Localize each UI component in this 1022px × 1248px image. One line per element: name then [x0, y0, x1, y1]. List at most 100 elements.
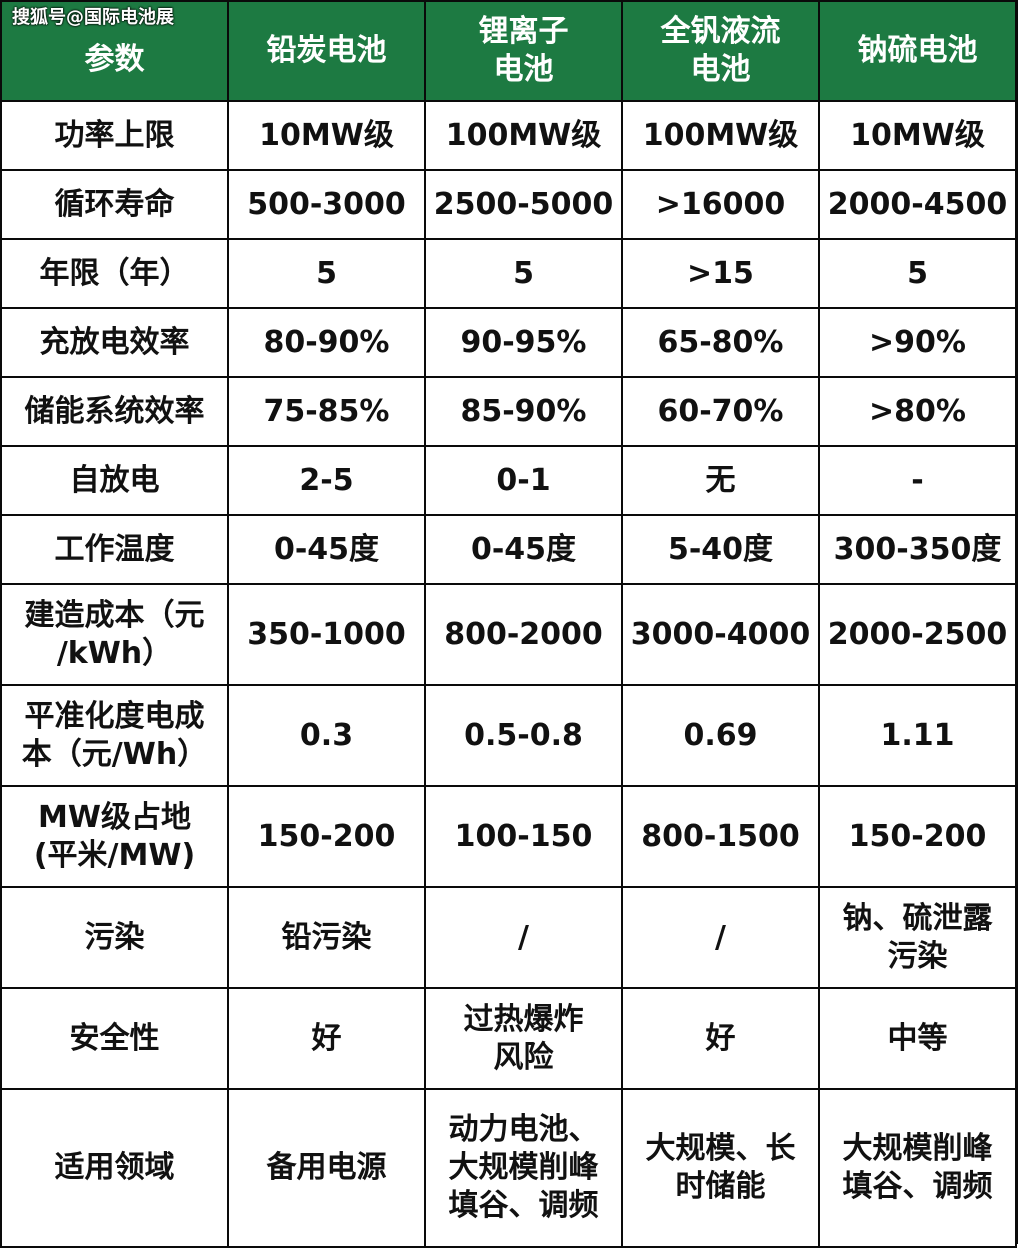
table-cell: 65-80% — [621, 307, 820, 378]
cell-line: 100-150 — [454, 818, 593, 854]
row-label: 建造成本（元/kWh） — [0, 583, 229, 686]
cell-line: 0.3 — [299, 717, 354, 753]
cell-line: 建造成本（元 — [24, 597, 205, 633]
cell-line: 500-3000 — [247, 186, 406, 222]
table-cell: 100MW级 — [424, 100, 623, 171]
table-row: 循环寿命 500-3000 2500-5000 >16000 2000-4500 — [0, 169, 1017, 240]
table-cell: / — [424, 886, 623, 989]
table-cell: 无 — [621, 445, 820, 516]
cell-line: 本（元/Wh） — [21, 736, 208, 772]
cell-line: 污染 — [84, 919, 145, 955]
table-cell: 3000-4000 — [621, 583, 820, 686]
cell-line: 80-90% — [263, 324, 390, 360]
header-col: 全钒液流 电池 — [621, 0, 820, 102]
table-cell: 5 — [227, 238, 426, 309]
table-cell: 150-200 — [818, 785, 1017, 888]
cell-line: 100MW级 — [642, 117, 799, 153]
table-row: 充放电效率 80-90% 90-95% 65-80% >90% — [0, 307, 1017, 378]
cell-line: 钠、硫泄露 — [842, 900, 993, 936]
cell-line: 过热爆炸 — [463, 1001, 584, 1037]
cell-line: 年限（年） — [39, 255, 190, 291]
cell-line: 填谷、调频 — [448, 1188, 599, 1223]
header-param-label: 参数 — [84, 42, 145, 77]
row-label: 储能系统效率 — [0, 376, 229, 447]
cell-line: 动力电池、 — [448, 1112, 599, 1147]
row-label: MW级占地 (平米/MW) — [0, 785, 229, 888]
cell-line: 好 — [311, 1020, 342, 1056]
table-cell: 大规模削峰 填谷、调频 — [818, 1088, 1017, 1248]
table-cell: 备用电源 — [227, 1088, 426, 1248]
cell-line: 800-2000 — [444, 616, 603, 652]
cell-line: 10MW级 — [850, 117, 985, 153]
cell-line: MW级占地 — [38, 799, 191, 835]
cell-line: 1.11 — [880, 717, 955, 753]
cell-line: >15 — [687, 255, 754, 291]
cell-line: 65-80% — [657, 324, 784, 360]
cell-line: 好 — [705, 1020, 736, 1056]
table-cell: - — [818, 445, 1017, 516]
header-row: 参数 铅炭电池 锂离子 电池 全钒液流 电池 钠硫电池 — [0, 0, 1017, 102]
row-label: 年限（年） — [0, 238, 229, 309]
cell-line: 5 — [513, 255, 534, 291]
header-col: 铅炭电池 — [227, 0, 426, 102]
table-cell: 100MW级 — [621, 100, 820, 171]
cell-line: >90% — [869, 324, 966, 360]
table-cell: 150-200 — [227, 785, 426, 888]
table-cell: 钠、硫泄露 污染 — [818, 886, 1017, 989]
header-col: 锂离子 电池 — [424, 0, 623, 102]
header-col: 钠硫电池 — [818, 0, 1017, 102]
cell-line: 5 — [316, 255, 337, 291]
row-label: 充放电效率 — [0, 307, 229, 378]
cell-line: 90-95% — [460, 324, 587, 360]
cell-line: 中等 — [887, 1020, 948, 1056]
cell-line: 2000-4500 — [827, 186, 1008, 222]
table-cell: 5 — [818, 238, 1017, 309]
row-label: 平准化度电成 本（元/Wh） — [0, 684, 229, 787]
table-cell: 5 — [424, 238, 623, 309]
cell-line: - — [911, 462, 924, 498]
cell-line: 0-45度 — [470, 531, 577, 567]
cell-line: 充放电效率 — [39, 324, 190, 360]
table-row: 功率上限 10MW级 100MW级 100MW级 10MW级 — [0, 100, 1017, 171]
cell-line: 10MW级 — [259, 117, 394, 153]
cell-line: 时储能 — [675, 1169, 766, 1204]
row-label: 功率上限 — [0, 100, 229, 171]
table-cell: 10MW级 — [818, 100, 1017, 171]
row-label: 污染 — [0, 886, 229, 989]
table-cell: 中等 — [818, 987, 1017, 1090]
table-cell: 75-85% — [227, 376, 426, 447]
table-cell: 80-90% — [227, 307, 426, 378]
table-cell: 好 — [227, 987, 426, 1090]
cell-line: 大规模削峰 — [448, 1150, 599, 1185]
table-cell: 过热爆炸 风险 — [424, 987, 623, 1090]
cell-line: 800-1500 — [641, 818, 800, 854]
table-cell: / — [621, 886, 820, 989]
cell-line: /kWh） — [56, 635, 173, 671]
table-cell: 0.3 — [227, 684, 426, 787]
table-cell: 好 — [621, 987, 820, 1090]
table-cell: >16000 — [621, 169, 820, 240]
table-cell: 10MW级 — [227, 100, 426, 171]
table-cell: 85-90% — [424, 376, 623, 447]
cell-line: 铅污染 — [281, 919, 372, 955]
table-cell: 大规模、长 时储能 — [621, 1088, 820, 1248]
header-line: 锂离子 — [478, 14, 569, 49]
table-cell: 800-2000 — [424, 583, 623, 686]
cell-line: 大规模、长 — [645, 1131, 796, 1166]
cell-line: 安全性 — [69, 1020, 160, 1056]
header-line: 铅炭电池 — [266, 33, 387, 68]
table-row: 适用领域 备用电源 动力电池、 大规模削峰 填谷、调频 大规模、长 时储能 大规模削峰 填谷、调… — [0, 1088, 1017, 1248]
cell-line: 2-5 — [299, 462, 354, 498]
table-cell: >90% — [818, 307, 1017, 378]
cell-line: 0.69 — [683, 717, 758, 753]
table-cell: 0.69 — [621, 684, 820, 787]
cell-line: 大规模削峰 — [842, 1131, 993, 1166]
cell-line: 平准化度电成 — [24, 698, 205, 734]
table-cell: 1.11 — [818, 684, 1017, 787]
table-cell: 2000-4500 — [818, 169, 1017, 240]
table-row: 工作温度 0-45度 0-45度 5-40度 300-350度 — [0, 514, 1017, 585]
table-cell: 5-40度 — [621, 514, 820, 585]
table-cell: >15 — [621, 238, 820, 309]
cell-line: 3000-4000 — [630, 616, 811, 652]
